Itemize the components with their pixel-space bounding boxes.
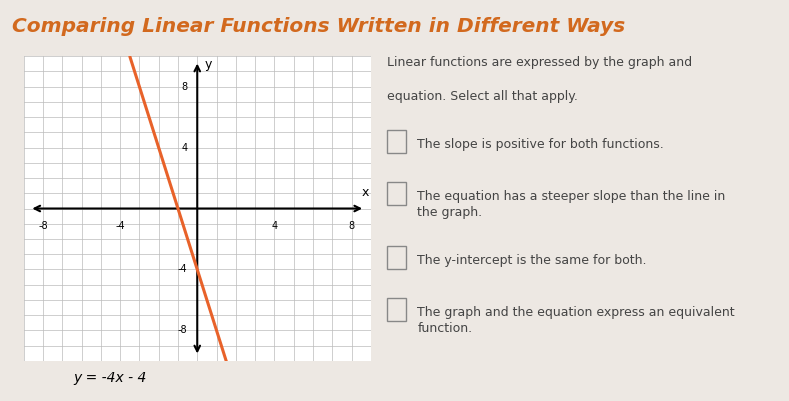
Text: 4: 4 xyxy=(271,221,278,231)
Text: The y-intercept is the same for both.: The y-intercept is the same for both. xyxy=(417,254,647,267)
Text: -4: -4 xyxy=(178,265,188,274)
Text: 4: 4 xyxy=(181,143,188,152)
Text: y = -4x - 4: y = -4x - 4 xyxy=(74,371,147,385)
Text: Comparing Linear Functions Written in Different Ways: Comparing Linear Functions Written in Di… xyxy=(12,17,625,36)
Text: 8: 8 xyxy=(349,221,354,231)
Text: The graph and the equation express an equivalent
function.: The graph and the equation express an eq… xyxy=(417,306,735,335)
Text: The equation has a steeper slope than the line in
the graph.: The equation has a steeper slope than th… xyxy=(417,190,726,219)
Text: y: y xyxy=(205,58,212,71)
Text: -8: -8 xyxy=(178,326,188,335)
Text: -4: -4 xyxy=(115,221,125,231)
Text: x: x xyxy=(361,186,369,199)
Text: -8: -8 xyxy=(38,221,48,231)
Text: 8: 8 xyxy=(181,82,188,91)
Text: equation. Select all that apply.: equation. Select all that apply. xyxy=(387,90,578,103)
Text: The slope is positive for both functions.: The slope is positive for both functions… xyxy=(417,138,664,151)
Text: Linear functions are expressed by the graph and: Linear functions are expressed by the gr… xyxy=(387,56,692,69)
